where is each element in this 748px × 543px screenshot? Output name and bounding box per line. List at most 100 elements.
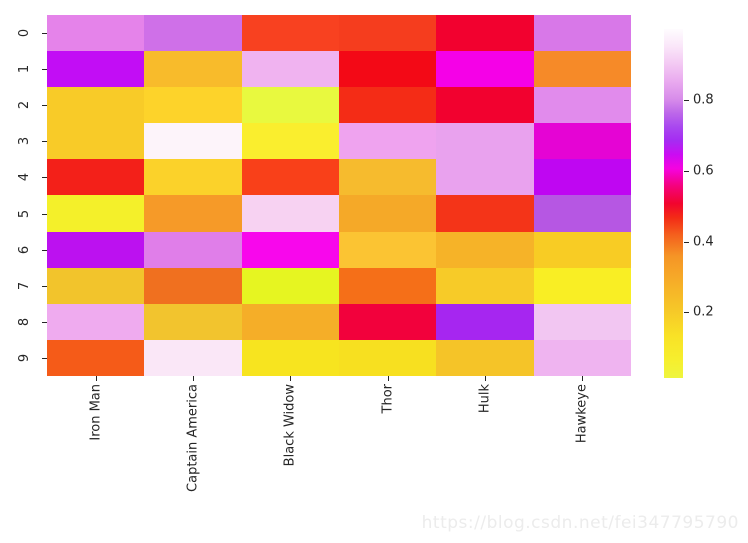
x-tick-label-thor: Thor: [380, 384, 396, 414]
heatmap-cell-r3-c4: [436, 123, 534, 160]
y-tick-label-0: 0: [17, 28, 32, 38]
heatmap-cell-r6-c4: [436, 231, 534, 268]
y-tick-mark: [42, 177, 47, 179]
heatmap-cell-r9-c3: [339, 339, 437, 376]
y-tick-mark: [42, 249, 47, 251]
heatmap-cell-r2-c1: [144, 87, 242, 124]
heatmap-cell-r2-c5: [533, 87, 631, 124]
heatmap-cell-r3-c2: [241, 123, 339, 160]
heatmap-cell-r0-c3: [339, 15, 437, 52]
y-tick-mark: [42, 141, 47, 143]
x-tick-label-black-widow: Black Widow: [282, 384, 298, 467]
heatmap-cell-r5-c4: [436, 195, 534, 232]
heatmap-cell-r2-c4: [436, 87, 534, 124]
x-tick-mark: [485, 376, 486, 381]
heatmap-cell-r7-c5: [533, 267, 631, 304]
heatmap-cell-r9-c5: [533, 339, 631, 376]
y-tick-mark: [42, 213, 47, 215]
heatmap-cell-r8-c0: [47, 303, 145, 340]
heatmap-cell-r8-c5: [533, 303, 631, 340]
heatmap-cell-r2-c3: [339, 87, 437, 124]
colorbar-tick-label-0.4: 0.4: [693, 234, 714, 250]
heatmap-cell-r0-c1: [144, 15, 242, 52]
heatmap-cell-r2-c2: [241, 87, 339, 124]
heatmap-cell-r9-c0: [47, 339, 145, 376]
heatmap-cell-r8-c2: [241, 303, 339, 340]
heatmap-cell-r0-c0: [47, 15, 145, 52]
y-tick-label-9: 9: [17, 353, 32, 363]
heatmap-cell-r5-c3: [339, 195, 437, 232]
colorbar-tick-mark: [684, 312, 689, 314]
heatmap-cell-r1-c3: [339, 51, 437, 88]
heatmap-cell-r1-c5: [533, 51, 631, 88]
heatmap-cell-r1-c2: [241, 51, 339, 88]
heatmap-cell-r1-c4: [436, 51, 534, 88]
colorbar-tick-label-0.2: 0.2: [693, 304, 714, 320]
heatmap-cell-r6-c5: [533, 231, 631, 268]
heatmap-cell-r8-c3: [339, 303, 437, 340]
heatmap-cell-r7-c2: [241, 267, 339, 304]
heatmap-cell-r5-c5: [533, 195, 631, 232]
heatmap-cell-r5-c2: [241, 195, 339, 232]
heatmap-cell-r4-c1: [144, 159, 242, 196]
heatmap-cell-r7-c3: [339, 267, 437, 304]
y-tick-label-2: 2: [17, 101, 32, 110]
heatmap-cell-r3-c1: [144, 123, 242, 160]
x-tick-mark: [387, 376, 389, 381]
y-tick-label-1: 1: [17, 65, 32, 74]
heatmap-cell-r7-c0: [47, 267, 145, 304]
heatmap-cell-r2-c0: [47, 87, 145, 124]
heatmap-cell-r3-c5: [533, 123, 631, 160]
heatmap-cell-r8-c4: [436, 303, 534, 340]
heatmap-cell-r4-c4: [436, 159, 534, 196]
colorbar-tick-mark: [684, 241, 689, 243]
x-tick-label-hawkeye: Hawkeye: [574, 384, 590, 444]
colorbar-tick-label-0.8: 0.8: [693, 92, 714, 108]
heatmap-cell-r4-c3: [339, 159, 437, 196]
heatmap-cell-r0-c4: [436, 15, 534, 52]
heatmap-cell-r7-c1: [144, 267, 242, 304]
heatmap-cell-r6-c1: [144, 231, 242, 268]
heatmap-cell-r4-c2: [241, 159, 339, 196]
heatmap-cell-r4-c5: [533, 159, 631, 196]
y-tick-label-7: 7: [17, 281, 32, 290]
heatmap-cell-r1-c0: [47, 51, 145, 88]
heatmap-cell-r1-c1: [144, 51, 242, 88]
heatmap-cell-r5-c0: [47, 195, 145, 232]
heatmap-cell-r3-c0: [47, 123, 145, 160]
y-tick-mark: [42, 285, 47, 287]
x-tick-mark: [95, 376, 97, 381]
x-tick-label-captain-america: Captain America: [185, 384, 201, 492]
heatmap-cell-r6-c0: [47, 231, 145, 268]
y-tick-label-4: 4: [17, 173, 32, 182]
watermark-text: https://blog.csdn.net/fei347795790: [421, 513, 739, 533]
y-tick-mark: [42, 69, 47, 71]
heatmap-cell-r9-c4: [436, 339, 534, 376]
x-tick-mark: [582, 376, 584, 381]
y-tick-mark: [42, 321, 47, 323]
heatmap-cell-r6-c2: [241, 231, 339, 268]
y-tick-mark: [42, 357, 47, 359]
x-tick-mark: [290, 376, 292, 381]
y-tick-label-5: 5: [17, 209, 32, 218]
y-tick-mark: [42, 105, 47, 107]
y-tick-label-8: 8: [17, 317, 32, 326]
y-tick-mark: [42, 33, 47, 35]
colorbar-tick-label-0.6: 0.6: [693, 163, 714, 179]
heatmap-cell-r9-c2: [241, 339, 339, 376]
heatmap-cell-r9-c1: [144, 339, 242, 376]
y-tick-label-6: 6: [17, 245, 32, 254]
y-tick-label-3: 3: [17, 137, 32, 146]
heatmap-cell-r5-c1: [144, 195, 242, 232]
x-tick-label-hulk: Hulk: [477, 384, 493, 414]
heatmap-cell-r6-c3: [339, 231, 437, 268]
heatmap-cell-r0-c5: [533, 15, 631, 52]
heatmap-cell-r7-c4: [436, 267, 534, 304]
colorbar-tick-mark: [684, 170, 689, 172]
heatmap-grid: [47, 15, 631, 376]
x-tick-label-iron-man: Iron Man: [88, 384, 104, 441]
heatmap-cell-r4-c0: [47, 159, 145, 196]
heatmap-cell-r3-c3: [339, 123, 437, 160]
colorbar: [664, 29, 683, 378]
